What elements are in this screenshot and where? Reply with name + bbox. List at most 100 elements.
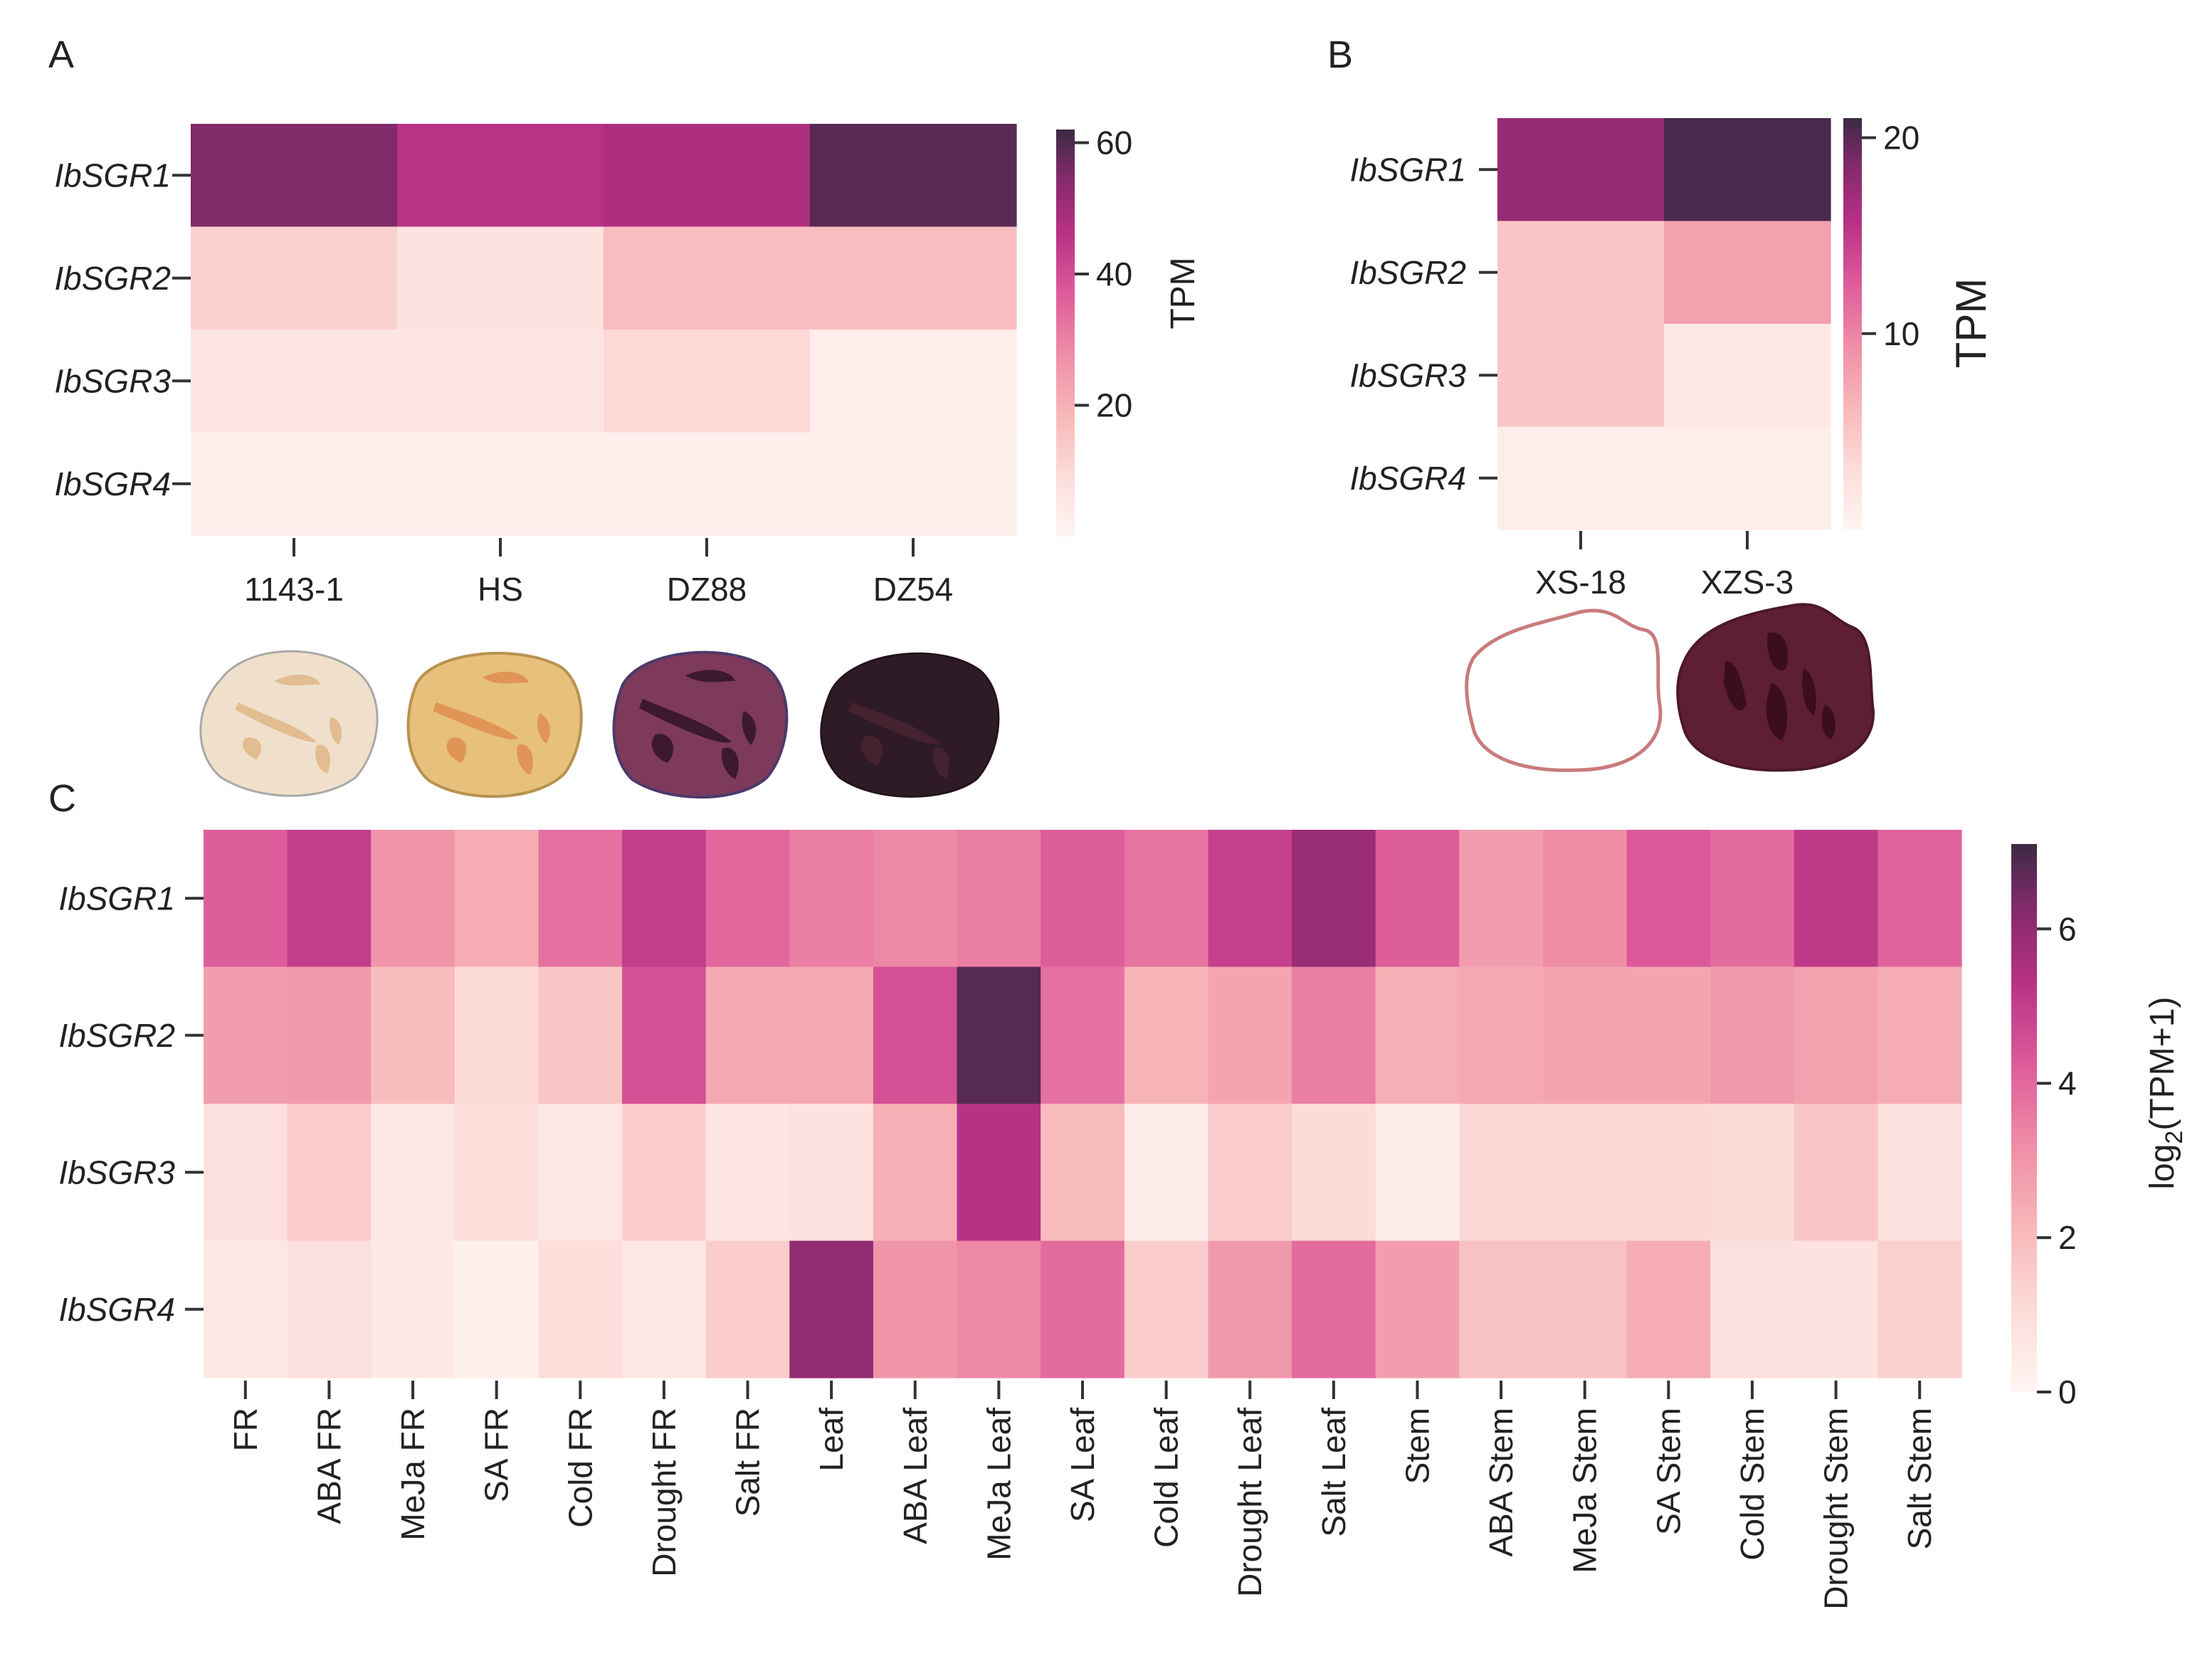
column-label: Cold Stem xyxy=(1734,1408,1771,1561)
column-label: DZ54 xyxy=(873,571,953,608)
heatmap-cell xyxy=(1497,221,1665,325)
column-label: ABA FR xyxy=(310,1408,347,1524)
heatmap-cell xyxy=(1794,830,1878,968)
heatmap-cell xyxy=(1497,324,1665,428)
heatmap-cell xyxy=(1626,1104,1711,1242)
column-label: Drought Leaf xyxy=(1231,1408,1268,1597)
tuber-body xyxy=(1465,608,1663,772)
colorbar-gradient xyxy=(2011,844,2037,1392)
heatmap-cell xyxy=(1124,1104,1209,1242)
column-label: SA Leaf xyxy=(1064,1408,1101,1522)
heatmap-cell xyxy=(1542,1104,1628,1242)
colorbar-gradient xyxy=(1056,130,1075,537)
heatmap-cell xyxy=(622,1104,707,1242)
heatmap-cell xyxy=(1664,221,1831,325)
heatmap-cell xyxy=(604,432,811,536)
row-label: IbSGR3 xyxy=(54,362,171,399)
column-label: DZ88 xyxy=(667,571,747,608)
row-label: IbSGR1 xyxy=(58,880,175,917)
column-label: Drought FR xyxy=(646,1408,683,1577)
heatmap-cell xyxy=(538,1104,623,1242)
heatmap-cell xyxy=(287,1104,372,1242)
heatmap-cell xyxy=(705,830,790,968)
heatmap-cell xyxy=(1794,1240,1878,1378)
colorbar-tick-label: 4 xyxy=(2058,1065,2077,1102)
colorbar-gradient xyxy=(1843,118,1862,529)
tuber-spot xyxy=(315,744,331,774)
heatmap-cell xyxy=(1664,118,1831,222)
heatmap-cell xyxy=(810,329,1017,433)
heatmap-cell xyxy=(454,966,539,1104)
heatmap-cell xyxy=(1459,1240,1544,1378)
heatmap-cell xyxy=(1459,966,1544,1104)
colorbar-title-tail: (TPM+1) xyxy=(2144,997,2181,1131)
colorbar-title-subscript: 2 xyxy=(2161,1131,2188,1144)
row-label: IbSGR2 xyxy=(54,260,171,297)
heatmap-cell xyxy=(1664,324,1831,428)
row-label: IbSGR2 xyxy=(58,1017,175,1054)
heatmap-cell xyxy=(1375,966,1460,1104)
panel-a-row-axis: IbSGR1 IbSGR2 IbSGR3 IbSGR4 xyxy=(54,157,191,502)
heatmap-cell xyxy=(705,1104,790,1242)
heatmap-cell xyxy=(454,830,539,968)
heatmap-cell xyxy=(371,966,455,1104)
tuber-spot xyxy=(517,744,533,775)
tuber-body xyxy=(820,652,1000,798)
heatmap-cell xyxy=(1124,830,1209,968)
tuber-spot xyxy=(860,736,883,765)
heatmap-cell xyxy=(1208,1240,1292,1378)
column-label: MeJa Stem xyxy=(1566,1408,1603,1573)
panel-c-column-axis: FR ABA FR MeJa FR SA FR Cold FR Drought FR Sal… xyxy=(227,1381,1938,1610)
heatmap-cell xyxy=(1208,830,1292,968)
heatmap-cell xyxy=(204,830,288,968)
panel-a-colorbar: 20 40 60 TPM xyxy=(1056,124,1202,537)
heatmap-cell xyxy=(287,966,372,1104)
heatmap-cell xyxy=(1626,966,1711,1104)
heatmap-cell xyxy=(1459,830,1544,968)
heatmap-cell xyxy=(810,124,1017,228)
heatmap-cell xyxy=(957,830,1041,968)
heatmap-cell xyxy=(191,432,398,536)
heatmap-cell xyxy=(538,966,623,1104)
heatmap-cell xyxy=(204,966,288,1104)
row-label: IbSGR4 xyxy=(1349,460,1466,497)
panel-a-column-axis: 1143-1 HS DZ88 DZ54 xyxy=(244,538,953,608)
panel-label-c: C xyxy=(48,777,76,820)
column-label: ABA Stem xyxy=(1482,1408,1520,1557)
tuber-1143-1-icon xyxy=(199,650,379,797)
panel-a: IbSGR1 IbSGR2 IbSGR3 IbSGR4 1143-1 HS DZ88 DZ5… xyxy=(54,124,1202,799)
colorbar-title: log2(TPM+1) xyxy=(2144,997,2188,1190)
tuber-spot xyxy=(685,670,735,682)
heatmap-cell xyxy=(1292,1104,1376,1242)
panel-b: IbSGR1 IbSGR2 IbSGR3 IbSGR4 XS-18 XZS-3 10 20… xyxy=(1349,118,1995,772)
heatmap-cell xyxy=(789,966,874,1104)
heatmap-cell xyxy=(1542,1240,1628,1378)
heatmap-cell xyxy=(1375,1104,1460,1242)
panel-a-heatmap xyxy=(191,124,1017,536)
heatmap-cell xyxy=(371,830,455,968)
tuber-spot xyxy=(721,747,739,779)
heatmap-cell xyxy=(1208,966,1292,1104)
heatmap-cell xyxy=(957,966,1041,1104)
column-label: Cold Leaf xyxy=(1148,1408,1185,1548)
tuber-spot xyxy=(848,702,941,745)
colorbar-tick-label: 10 xyxy=(1883,315,1919,352)
column-label: 1143-1 xyxy=(244,571,344,608)
panel-b-row-axis: IbSGR1 IbSGR2 IbSGR3 IbSGR4 xyxy=(1349,151,1497,497)
tuber-hs-icon xyxy=(406,651,583,798)
heatmap-cell xyxy=(287,830,372,968)
heatmap-cell xyxy=(204,1104,288,1242)
tuber-dz88-icon xyxy=(612,650,789,799)
column-label: SA Stem xyxy=(1650,1408,1687,1535)
heatmap-cell xyxy=(1208,1104,1292,1242)
heatmap-cell xyxy=(1710,830,1795,968)
colorbar-tick-label: 6 xyxy=(2058,910,2077,947)
column-label: SA FR xyxy=(478,1408,515,1502)
tuber-spot xyxy=(330,717,342,745)
heatmap-cell xyxy=(204,1240,288,1378)
column-label: MeJa FR xyxy=(394,1408,431,1541)
heatmap-cell xyxy=(957,1104,1041,1242)
heatmap-cell xyxy=(1375,1240,1460,1378)
column-label: FR xyxy=(227,1408,264,1451)
